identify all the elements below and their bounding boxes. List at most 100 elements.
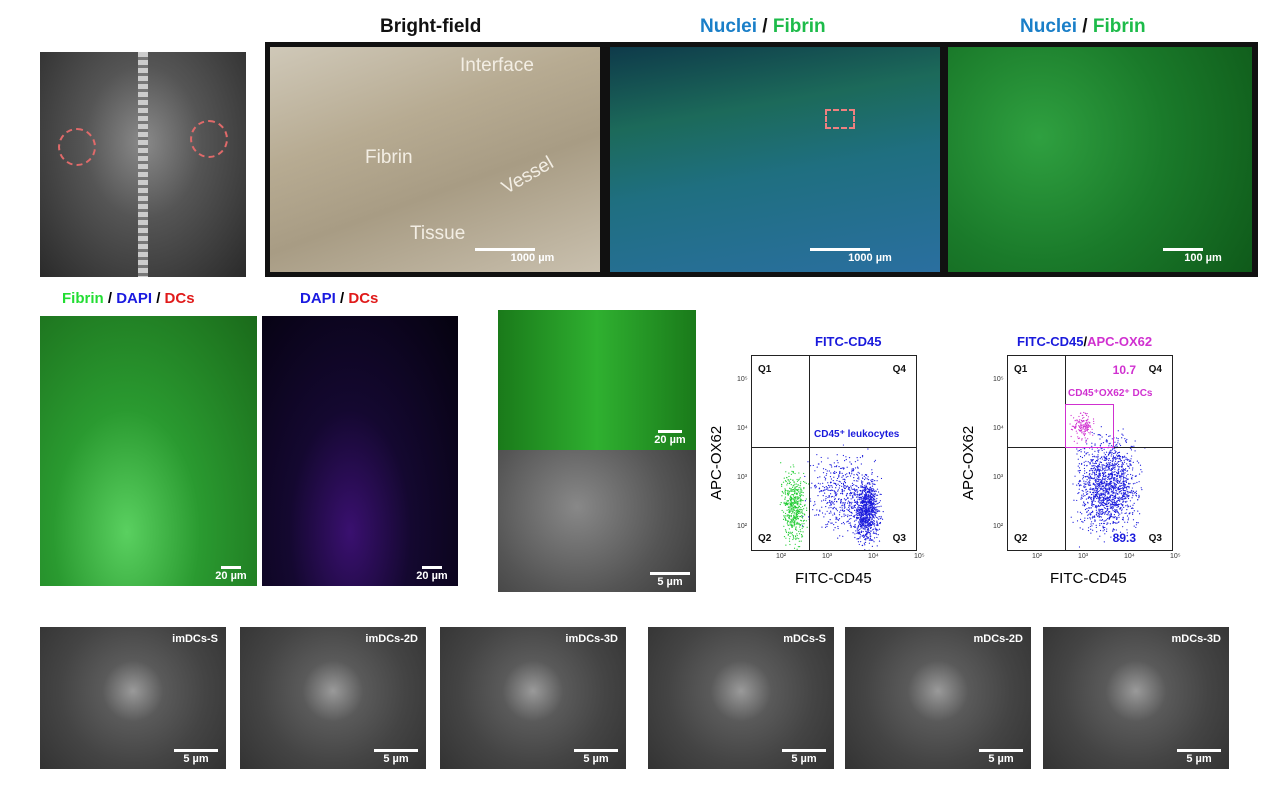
leukocyte-event bbox=[840, 500, 842, 502]
spine bbox=[138, 52, 148, 277]
leukocyte-event bbox=[860, 525, 862, 527]
leukocyte-event bbox=[1125, 458, 1127, 460]
leukocyte-event bbox=[1117, 480, 1119, 482]
leukocyte-event bbox=[1121, 465, 1123, 467]
leukocyte-event bbox=[831, 500, 833, 502]
negative-event bbox=[792, 498, 794, 500]
leukocyte-event bbox=[857, 487, 860, 489]
leukocyte-event bbox=[1087, 490, 1089, 492]
leukocyte-event bbox=[829, 476, 832, 478]
leukocyte-event bbox=[1094, 450, 1096, 452]
negative-event bbox=[801, 494, 803, 496]
negative-event bbox=[789, 535, 791, 538]
leukocyte-event bbox=[1114, 441, 1116, 443]
leukocyte-event bbox=[855, 480, 858, 482]
leukocyte-event bbox=[1079, 527, 1081, 529]
leukocyte-event bbox=[1104, 490, 1106, 492]
leukocyte-event bbox=[843, 478, 845, 480]
leukocyte-event bbox=[828, 521, 830, 523]
leukocyte-event bbox=[843, 485, 845, 487]
leukocyte-event bbox=[850, 506, 853, 509]
leukocyte-event bbox=[1121, 508, 1123, 510]
leukocyte-event bbox=[853, 476, 855, 479]
leukocyte-event bbox=[870, 481, 873, 483]
leukocyte-event bbox=[1094, 484, 1096, 486]
leukocyte-event bbox=[876, 488, 879, 490]
leukocyte-event bbox=[853, 488, 855, 491]
leukocyte-event bbox=[863, 507, 865, 510]
leukocyte-event bbox=[1080, 448, 1082, 451]
leukocyte-event bbox=[1105, 484, 1107, 486]
leukocyte-event bbox=[1115, 510, 1117, 512]
leukocyte-event bbox=[1078, 463, 1080, 465]
negative-event bbox=[798, 523, 800, 525]
leukocyte-event bbox=[1098, 483, 1100, 485]
leukocyte-event bbox=[1110, 477, 1113, 479]
leukocyte-event bbox=[1110, 489, 1113, 491]
leukocyte-event bbox=[842, 478, 844, 480]
leukocyte-event bbox=[1116, 471, 1118, 474]
leukocyte-event bbox=[1100, 502, 1103, 504]
negative-event bbox=[791, 486, 794, 488]
leukocyte-event bbox=[873, 483, 875, 485]
leukocyte-event bbox=[849, 491, 852, 494]
negative-event bbox=[802, 499, 804, 502]
sem-label: imDCs-3D bbox=[565, 633, 618, 645]
y-tick-label: 10⁴ bbox=[737, 425, 748, 432]
leukocyte-event bbox=[804, 475, 806, 478]
leukocyte-event bbox=[1139, 464, 1142, 466]
leukocyte-event bbox=[1101, 479, 1103, 481]
leukocyte-event bbox=[860, 486, 862, 488]
leukocyte-event bbox=[1111, 475, 1113, 478]
leukocyte-event bbox=[834, 498, 836, 500]
leukocyte-event bbox=[1096, 515, 1099, 517]
leukocyte-event bbox=[1127, 485, 1129, 488]
leukocyte-event bbox=[1111, 451, 1113, 454]
negative-event bbox=[799, 492, 801, 494]
leukocyte-event bbox=[1115, 458, 1117, 460]
leukocyte-event bbox=[1098, 466, 1100, 468]
leukocyte-event bbox=[1121, 456, 1124, 458]
leukocyte-event bbox=[1099, 495, 1101, 497]
leukocyte-event bbox=[1121, 464, 1123, 466]
q4-label: Q4 bbox=[892, 364, 906, 375]
negative-event bbox=[786, 482, 789, 484]
negative-event bbox=[787, 493, 790, 495]
leukocyte-event bbox=[1137, 510, 1139, 512]
negative-event bbox=[785, 501, 787, 503]
leukocyte-event bbox=[1122, 484, 1124, 486]
leukocyte-event bbox=[1104, 481, 1106, 483]
leukocyte-event bbox=[826, 510, 828, 512]
leukocyte-event bbox=[1096, 484, 1098, 486]
flow-plot-1-points bbox=[779, 444, 884, 550]
leukocyte-event bbox=[1110, 459, 1112, 462]
negative-event bbox=[792, 517, 794, 520]
leukocyte-event bbox=[1121, 493, 1123, 495]
leukocyte-event bbox=[848, 505, 850, 507]
leukocyte-event bbox=[861, 502, 863, 504]
leukocyte-event bbox=[871, 473, 873, 475]
leukocyte-event bbox=[872, 515, 874, 517]
leukocyte-event bbox=[868, 507, 870, 509]
leukocyte-event bbox=[861, 481, 863, 483]
leukocyte-event bbox=[866, 501, 868, 504]
negative-event bbox=[796, 512, 798, 514]
leukocyte-event bbox=[1118, 516, 1120, 518]
leukocyte-event bbox=[860, 531, 863, 534]
leukocyte-event bbox=[854, 467, 857, 469]
leukocyte-event bbox=[835, 491, 837, 494]
leukocyte-event bbox=[1135, 524, 1138, 526]
negative-event bbox=[798, 522, 800, 524]
leukocyte-event bbox=[870, 530, 872, 532]
leukocyte-event bbox=[1106, 513, 1108, 516]
tissue-label: Tissue bbox=[410, 223, 466, 244]
dc-event bbox=[1085, 414, 1088, 417]
leukocyte-event bbox=[1104, 458, 1106, 460]
leukocyte-event bbox=[1086, 464, 1088, 467]
leukocyte-event bbox=[856, 457, 858, 459]
leukocyte-event bbox=[872, 528, 875, 530]
leukocyte-event bbox=[1125, 486, 1127, 489]
leukocyte-event bbox=[831, 495, 833, 498]
leukocyte-event bbox=[1117, 497, 1119, 499]
leukocyte-event bbox=[845, 494, 848, 496]
